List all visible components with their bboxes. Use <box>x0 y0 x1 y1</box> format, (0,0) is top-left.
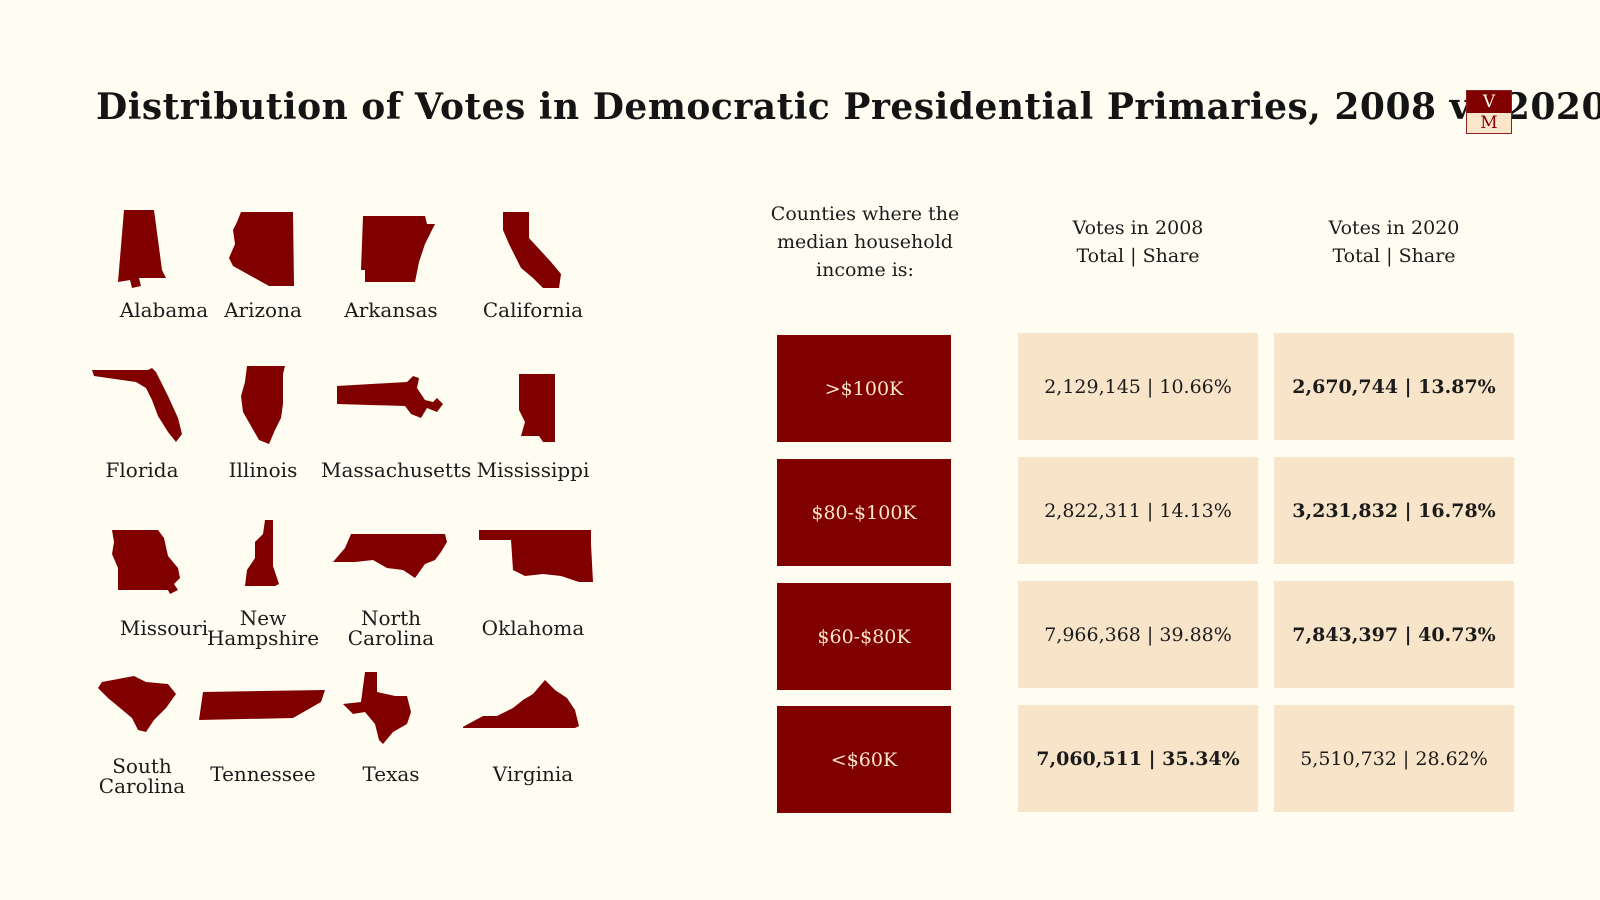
state-label: Massachusetts <box>321 458 472 482</box>
state-label: Florida <box>105 458 179 482</box>
votes-2020-cell: 7,843,397 | 40.73% <box>1274 581 1514 688</box>
state-south-carolina: South Carolina <box>72 672 212 797</box>
logo-letter-v: V <box>1467 91 1511 113</box>
votes-2020-cell: 3,231,832 | 16.78% <box>1274 457 1514 564</box>
state-tennessee: Tennessee <box>193 672 333 797</box>
state-label: Missouri <box>119 616 209 640</box>
header-votes-2008: Votes in 2008 Total | Share <box>1018 214 1258 270</box>
south-carolina-shape-icon <box>98 676 176 732</box>
header-votes-2020: Votes in 2020 Total | Share <box>1274 214 1514 270</box>
state-texas: Texas <box>321 672 461 797</box>
california-shape-icon <box>503 212 561 288</box>
texas-shape-icon <box>343 672 411 744</box>
massachusetts-shape-icon <box>337 376 443 418</box>
state-label: South Carolina <box>98 754 186 798</box>
votes-2020-cell: 5,510,732 | 28.62% <box>1274 705 1514 812</box>
state-massachusetts: Massachusetts <box>321 360 472 485</box>
arkansas-shape-icon <box>361 216 435 282</box>
votes-2008-cell: 7,060,511 | 35.34% <box>1018 705 1258 812</box>
header-income-category: Counties where the median household inco… <box>755 200 975 284</box>
state-label: New Hampshire <box>206 606 320 650</box>
alabama-shape-icon <box>118 210 166 288</box>
state-new-hampshire: New Hampshire <box>193 520 333 650</box>
state-label: Oklahoma <box>481 616 585 640</box>
arizona-shape-icon <box>229 212 294 286</box>
state-north-carolina: North Carolina <box>321 520 461 650</box>
state-label: Illinois <box>228 458 298 482</box>
header-line: Total | Share <box>1076 245 1200 267</box>
header-line: income is: <box>816 259 914 281</box>
illinois-shape-icon <box>241 366 285 444</box>
votes-2008-cell: 7,966,368 | 39.88% <box>1018 581 1258 688</box>
state-label: Arizona <box>224 298 302 322</box>
florida-shape-icon <box>92 368 182 442</box>
income-category-cell: $80-$100K <box>777 459 951 566</box>
state-mississippi: Mississippi <box>463 360 603 485</box>
state-california: California <box>463 200 603 325</box>
virginia-shape-icon <box>463 680 579 728</box>
header-line: Votes in 2020 <box>1328 217 1460 239</box>
state-label: North Carolina <box>347 606 435 650</box>
oklahoma-shape-icon <box>479 530 593 582</box>
state-oklahoma: Oklahoma <box>463 520 603 645</box>
state-arkansas: Arkansas <box>321 200 461 325</box>
page-title: Distribution of Votes in Democratic Pres… <box>96 86 1600 128</box>
votes-2020-cell: 2,670,744 | 13.87% <box>1274 333 1514 440</box>
tennessee-shape-icon <box>199 690 325 720</box>
header-line: Votes in 2008 <box>1072 217 1204 239</box>
state-missouri: Missouri <box>94 520 234 645</box>
state-arizona: Arizona <box>193 200 333 325</box>
missouri-shape-icon <box>112 530 180 594</box>
state-alabama: Alabama <box>94 200 234 325</box>
votes-2008-cell: 2,822,311 | 14.13% <box>1018 457 1258 564</box>
state-label: Mississippi <box>476 458 590 482</box>
votes-2008-cell: 2,129,145 | 10.66% <box>1018 333 1258 440</box>
income-category-cell: <$60K <box>777 706 951 813</box>
header-line: Counties where the <box>770 203 960 225</box>
vm-logo: V M <box>1466 90 1512 134</box>
state-florida: Florida <box>72 360 212 485</box>
state-virginia: Virginia <box>463 672 603 797</box>
state-illinois: Illinois <box>193 360 333 485</box>
income-category-cell: >$100K <box>777 335 951 442</box>
north-carolina-shape-icon <box>333 534 447 578</box>
state-label: Arkansas <box>344 298 438 322</box>
header-line: Total | Share <box>1332 245 1456 267</box>
state-label: Tennessee <box>210 762 316 786</box>
mississippi-shape-icon <box>519 374 555 442</box>
logo-letter-m: M <box>1467 113 1511 133</box>
state-label: Alabama <box>119 298 209 322</box>
header-line: median household <box>777 231 953 253</box>
new-hampshire-shape-icon <box>245 520 279 586</box>
state-label: California <box>482 298 584 322</box>
income-category-cell: $60-$80K <box>777 583 951 690</box>
state-label: Virginia <box>492 762 574 786</box>
state-label: Texas <box>362 762 420 786</box>
